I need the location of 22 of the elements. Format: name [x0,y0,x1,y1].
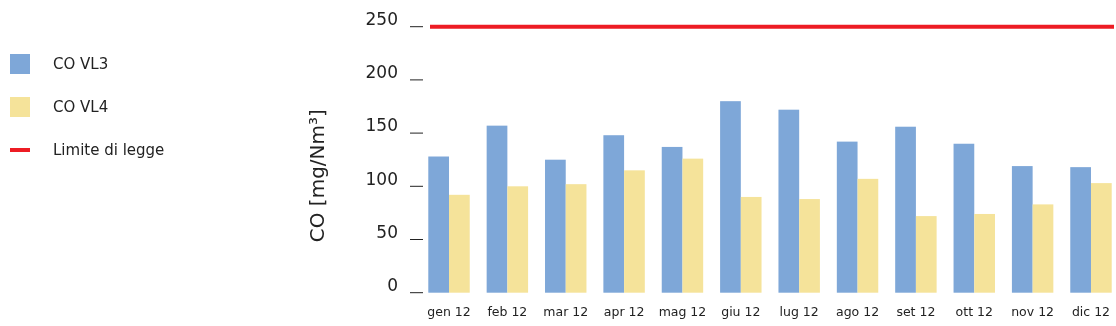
y-axis-title: CO [mg/Nm³] [305,109,329,243]
x-tick-label: feb 12 [487,304,528,319]
x-tick-label: ago 12 [835,304,880,319]
legend-label: Limite di legge [53,141,165,160]
y-tick-label: 150 [365,115,398,136]
x-tick-label: gen 12 [427,304,471,319]
x-tick-label: dic 12 [1071,304,1111,319]
legend-label: CO VL3 [53,55,109,74]
x-tick-label: ott 12 [955,304,993,319]
x-tick-label: mag 12 [658,304,707,319]
y-tick-label: 0 [387,275,398,295]
y-tick-label: 250 [365,9,398,29]
y-tick-label: 200 [365,62,398,83]
legend-label: CO VL4 [53,98,109,117]
x-tick-label: giu 12 [721,304,761,319]
y-tick-label: 50 [376,221,398,242]
x-tick-label: lug 12 [779,304,819,319]
x-tick-label: mar 12 [543,304,589,319]
x-tick-label: apr 12 [603,304,645,319]
y-tick-label: 100 [365,168,398,189]
x-tick-label: set 12 [896,304,936,319]
x-tick-label: nov 12 [1011,304,1055,319]
